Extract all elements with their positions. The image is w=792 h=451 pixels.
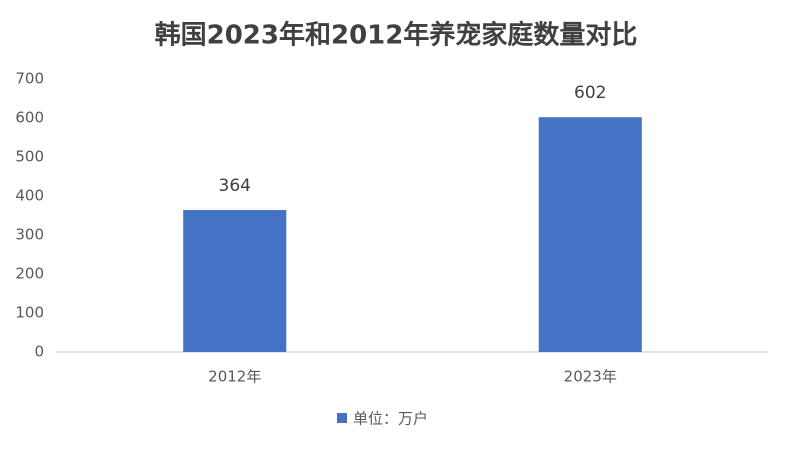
y-tick-label: 300 — [15, 226, 44, 244]
y-tick-label: 0 — [34, 343, 44, 361]
legend-swatch — [337, 413, 347, 423]
data-label: 364 — [219, 176, 251, 196]
y-tick-label: 100 — [15, 304, 44, 322]
y-tick-label: 400 — [15, 187, 44, 205]
y-tick-label: 500 — [15, 148, 44, 166]
bar — [183, 210, 287, 352]
y-tick-label: 200 — [15, 265, 44, 283]
x-tick-label: 2012年 — [208, 368, 261, 386]
y-tick-label: 600 — [15, 109, 44, 127]
data-label: 602 — [574, 83, 606, 103]
chart-title: 韩国2023年和2012年养宠家庭数量对比 — [155, 20, 638, 51]
bar — [538, 117, 642, 352]
y-tick-label: 700 — [15, 70, 44, 88]
x-tick-label: 2023年 — [564, 368, 617, 386]
legend-label: 单位：万户 — [353, 410, 428, 428]
